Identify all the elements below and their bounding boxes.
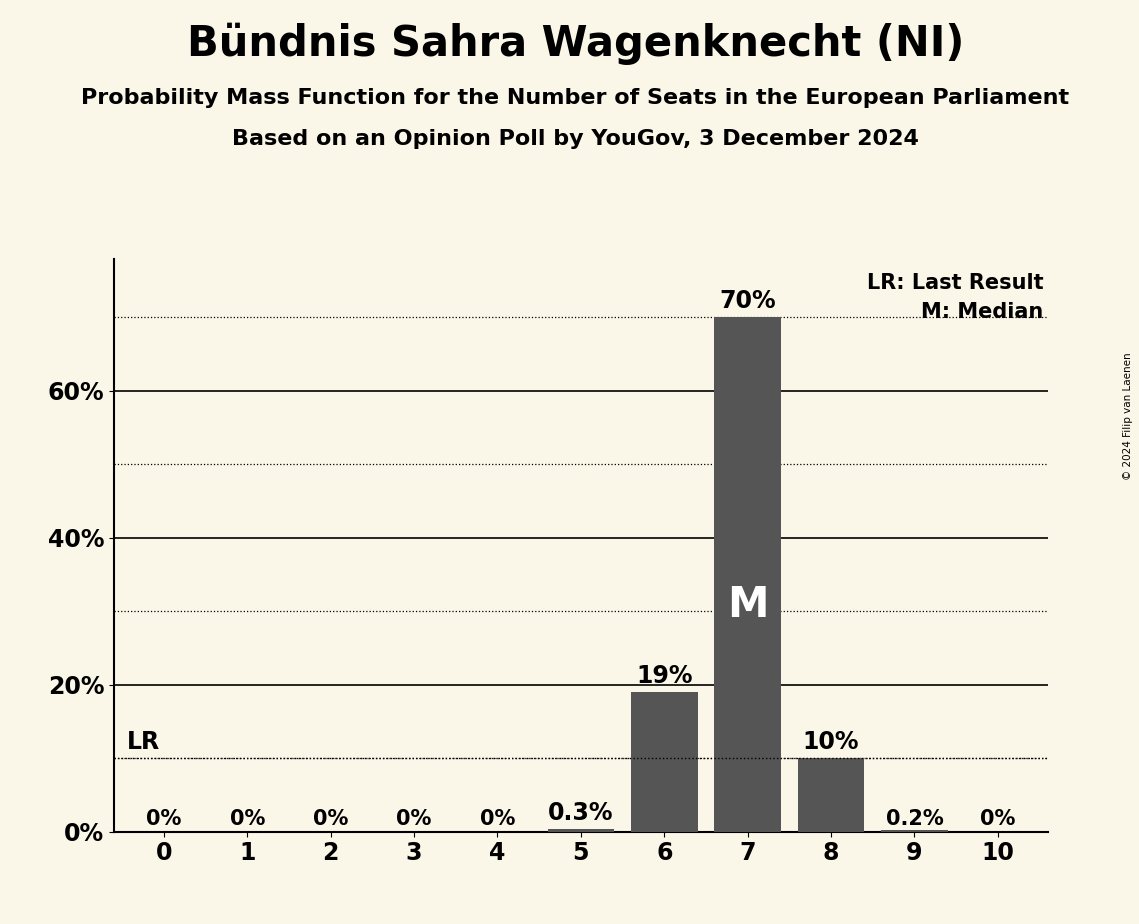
Text: LR: Last Result: LR: Last Result	[867, 274, 1043, 293]
Text: 0%: 0%	[313, 808, 349, 829]
Text: 0%: 0%	[981, 808, 1016, 829]
Text: 70%: 70%	[720, 289, 776, 313]
Text: 0%: 0%	[480, 808, 515, 829]
Text: Probability Mass Function for the Number of Seats in the European Parliament: Probability Mass Function for the Number…	[81, 88, 1070, 108]
Text: LR: LR	[126, 730, 159, 754]
Text: 19%: 19%	[636, 663, 693, 687]
Text: 10%: 10%	[803, 730, 859, 754]
Text: 0%: 0%	[230, 808, 265, 829]
Bar	[797, 759, 865, 832]
Text: Based on an Opinion Poll by YouGov, 3 December 2024: Based on an Opinion Poll by YouGov, 3 De…	[231, 129, 919, 150]
Text: 0.2%: 0.2%	[886, 808, 943, 829]
Text: 0.3%: 0.3%	[548, 801, 614, 825]
Text: Bündnis Sahra Wagenknecht (NI): Bündnis Sahra Wagenknecht (NI)	[187, 23, 964, 66]
Text: 0%: 0%	[146, 808, 181, 829]
Bar	[548, 830, 614, 832]
Text: 0%: 0%	[396, 808, 432, 829]
Text: M: Median: M: Median	[921, 301, 1043, 322]
Text: M: M	[727, 584, 769, 626]
Bar	[631, 692, 697, 832]
Text: © 2024 Filip van Laenen: © 2024 Filip van Laenen	[1123, 352, 1133, 480]
Bar	[882, 830, 948, 832]
Bar	[714, 318, 781, 832]
